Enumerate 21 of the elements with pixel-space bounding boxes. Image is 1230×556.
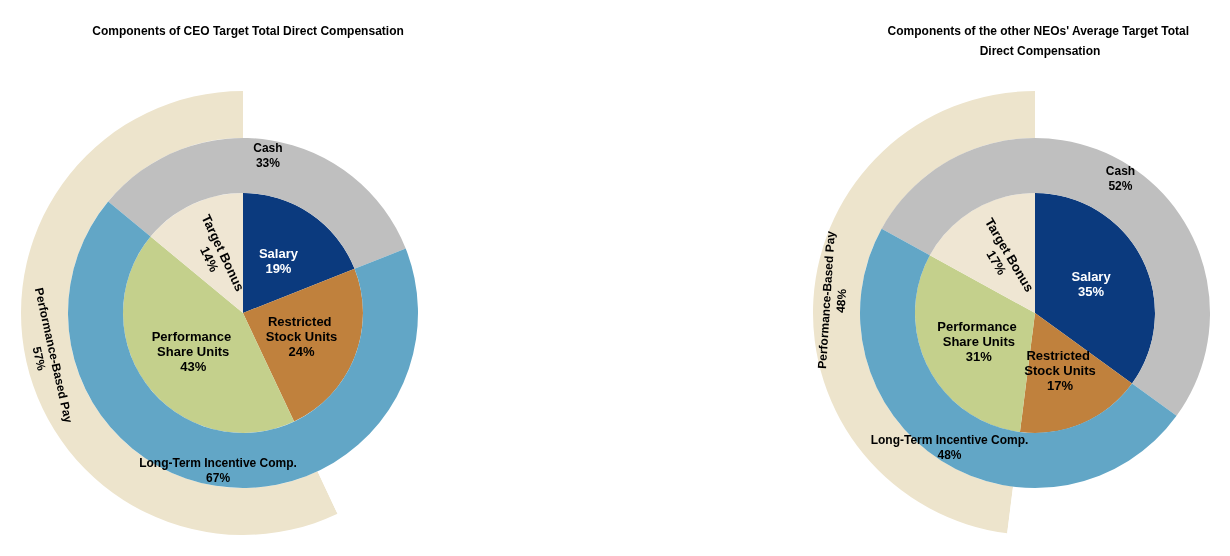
slice-label: Performance Share Units — [151, 329, 235, 360]
slice-label: Restricted Stock Units — [1024, 348, 1096, 379]
slice-label: Salary — [1071, 269, 1112, 285]
slice-label: Cash — [1105, 163, 1136, 178]
data-label: 52% — [1108, 178, 1133, 193]
data-label: 24% — [288, 343, 316, 359]
data-label: 17% — [1047, 378, 1074, 394]
data-label: 19% — [265, 260, 292, 276]
slice-label: Restricted Stock Units — [265, 313, 338, 344]
data-label: 31% — [965, 349, 993, 365]
data-label: 35% — [1078, 284, 1105, 300]
chart-title: Components of the other NEOs' Average Target Total Direct Compensation — [887, 24, 1193, 58]
slice-label: Performance Share Units — [937, 319, 1021, 350]
data-label: 48% — [937, 448, 962, 463]
data-label: 43% — [180, 359, 207, 375]
data-label: 33% — [255, 155, 281, 170]
data-label: 48% — [833, 288, 850, 314]
slice-label: Salary — [258, 245, 299, 261]
chart-title: Components of CEO Target Total Direct Compensation — [92, 24, 404, 38]
data-label: 67% — [206, 471, 231, 486]
slice-label: Cash — [253, 140, 283, 155]
